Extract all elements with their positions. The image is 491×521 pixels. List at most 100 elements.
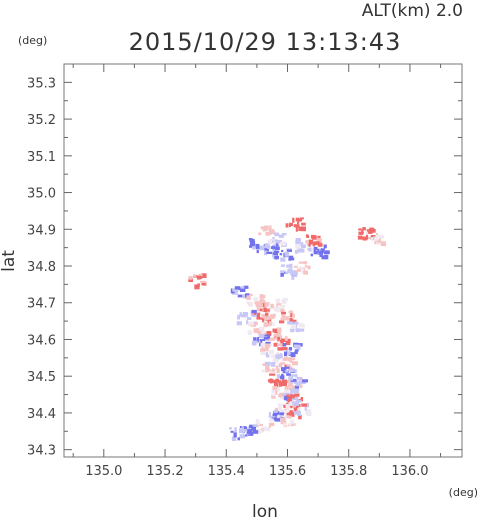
- data-pixel: [292, 313, 295, 317]
- data-pixel: [200, 280, 206, 283]
- data-pixel: [290, 403, 293, 409]
- data-pixel: [318, 250, 324, 255]
- data-pixel: [287, 397, 292, 402]
- data-pixel: [291, 423, 296, 426]
- data-pixel: [272, 379, 275, 383]
- data-pixel: [280, 362, 286, 365]
- data-pixel: [279, 234, 284, 238]
- altitude-label: ALT(km) 2.0: [362, 1, 463, 21]
- data-pixel: [291, 385, 295, 389]
- data-pixel: [293, 224, 300, 228]
- data-pixel: [295, 227, 298, 232]
- data-pixel: [266, 251, 272, 254]
- data-pixel: [284, 403, 290, 409]
- data-pixel: [244, 434, 248, 437]
- data-pixel: [279, 376, 285, 380]
- data-pixel: [236, 321, 242, 326]
- data-pixel: [247, 317, 252, 320]
- data-pixel: [197, 275, 201, 280]
- data-pixel: [273, 342, 278, 347]
- data-pixel: [273, 371, 277, 377]
- data-pixel: [273, 331, 278, 333]
- data-pixel: [273, 306, 279, 311]
- data-pixel: [268, 415, 272, 418]
- x-tick-label: 135.2: [146, 464, 183, 479]
- y-tick-label: 34.4: [27, 407, 56, 422]
- data-pixel: [284, 351, 288, 357]
- data-pixel: [285, 370, 289, 373]
- data-pixel: [264, 334, 271, 339]
- data-pixel: [279, 352, 282, 357]
- data-pixel: [262, 343, 266, 348]
- data-cell: [285, 217, 306, 232]
- data-pixel: [234, 286, 241, 290]
- data-pixel: [287, 249, 292, 252]
- data-pixel: [239, 287, 246, 292]
- data-pixel: [304, 265, 308, 268]
- data-pixel: [288, 347, 293, 351]
- data-pixel: [266, 309, 270, 312]
- x-tick-label: 135.4: [208, 464, 245, 479]
- data-cell: [273, 248, 295, 262]
- data-pixel: [282, 410, 286, 414]
- data-pixel: [277, 407, 282, 412]
- data-pixel: [201, 283, 206, 286]
- data-pixel: [240, 286, 245, 289]
- data-pixel: [298, 266, 304, 269]
- data-pixel: [271, 394, 276, 399]
- data-pixel: [284, 251, 290, 257]
- data-pixel: [299, 217, 304, 220]
- data-pixel: [323, 244, 327, 249]
- data-pixel: [317, 235, 321, 239]
- data-pixel: [373, 236, 378, 241]
- data-pixel: [280, 417, 286, 420]
- data-pixel: [298, 323, 302, 328]
- data-pixel: [253, 312, 257, 315]
- data-pixel: [288, 310, 294, 314]
- data-pixel: [281, 419, 285, 425]
- data-pixel: [263, 428, 267, 431]
- data-pixel: [264, 303, 269, 307]
- data-pixel: [297, 248, 302, 253]
- data-cell: [287, 321, 305, 333]
- data-pixel: [259, 308, 263, 312]
- data-pixel: [291, 274, 295, 280]
- data-pixel: [284, 356, 289, 360]
- data-pixel: [290, 412, 295, 417]
- data-pixel: [293, 407, 296, 412]
- data-pixel: [283, 404, 286, 408]
- data-cell: [273, 336, 291, 351]
- data-pixel: [270, 343, 273, 347]
- data-cell: [260, 342, 276, 359]
- y-tick-label: 35.3: [27, 76, 56, 91]
- data-pixel: [297, 376, 303, 380]
- data-pixel: [263, 320, 268, 324]
- data-pixel: [253, 337, 257, 341]
- data-pixel: [293, 265, 298, 268]
- data-pixel: [277, 347, 284, 351]
- x-tick-labels: 135.0 135.2 135.4 135.6 135.8 136.0: [85, 464, 428, 479]
- data-pixel: [262, 348, 269, 352]
- data-pixel: [231, 436, 237, 441]
- data-pixel: [249, 425, 253, 429]
- data-pixel: [376, 234, 383, 237]
- data-pixel: [301, 244, 306, 248]
- data-pixel: [287, 269, 293, 274]
- data-cell: [247, 321, 267, 336]
- data-pixel: [259, 302, 262, 307]
- data-pixel: [264, 343, 270, 349]
- x-tick-label: 135.8: [330, 464, 367, 479]
- data-pixel: [260, 226, 264, 230]
- data-pixel: [238, 428, 245, 434]
- data-pixel: [290, 312, 293, 318]
- data-pixel: [310, 253, 313, 257]
- data-pixel: [271, 417, 276, 420]
- data-pixel: [294, 349, 299, 352]
- data-cell: [261, 313, 276, 328]
- data-pixel: [255, 424, 259, 428]
- data-pixel: [275, 243, 279, 247]
- data-pixel: [289, 360, 293, 363]
- data-pixel: [263, 322, 268, 328]
- data-pixel: [237, 294, 243, 298]
- data-pixel: [300, 397, 303, 400]
